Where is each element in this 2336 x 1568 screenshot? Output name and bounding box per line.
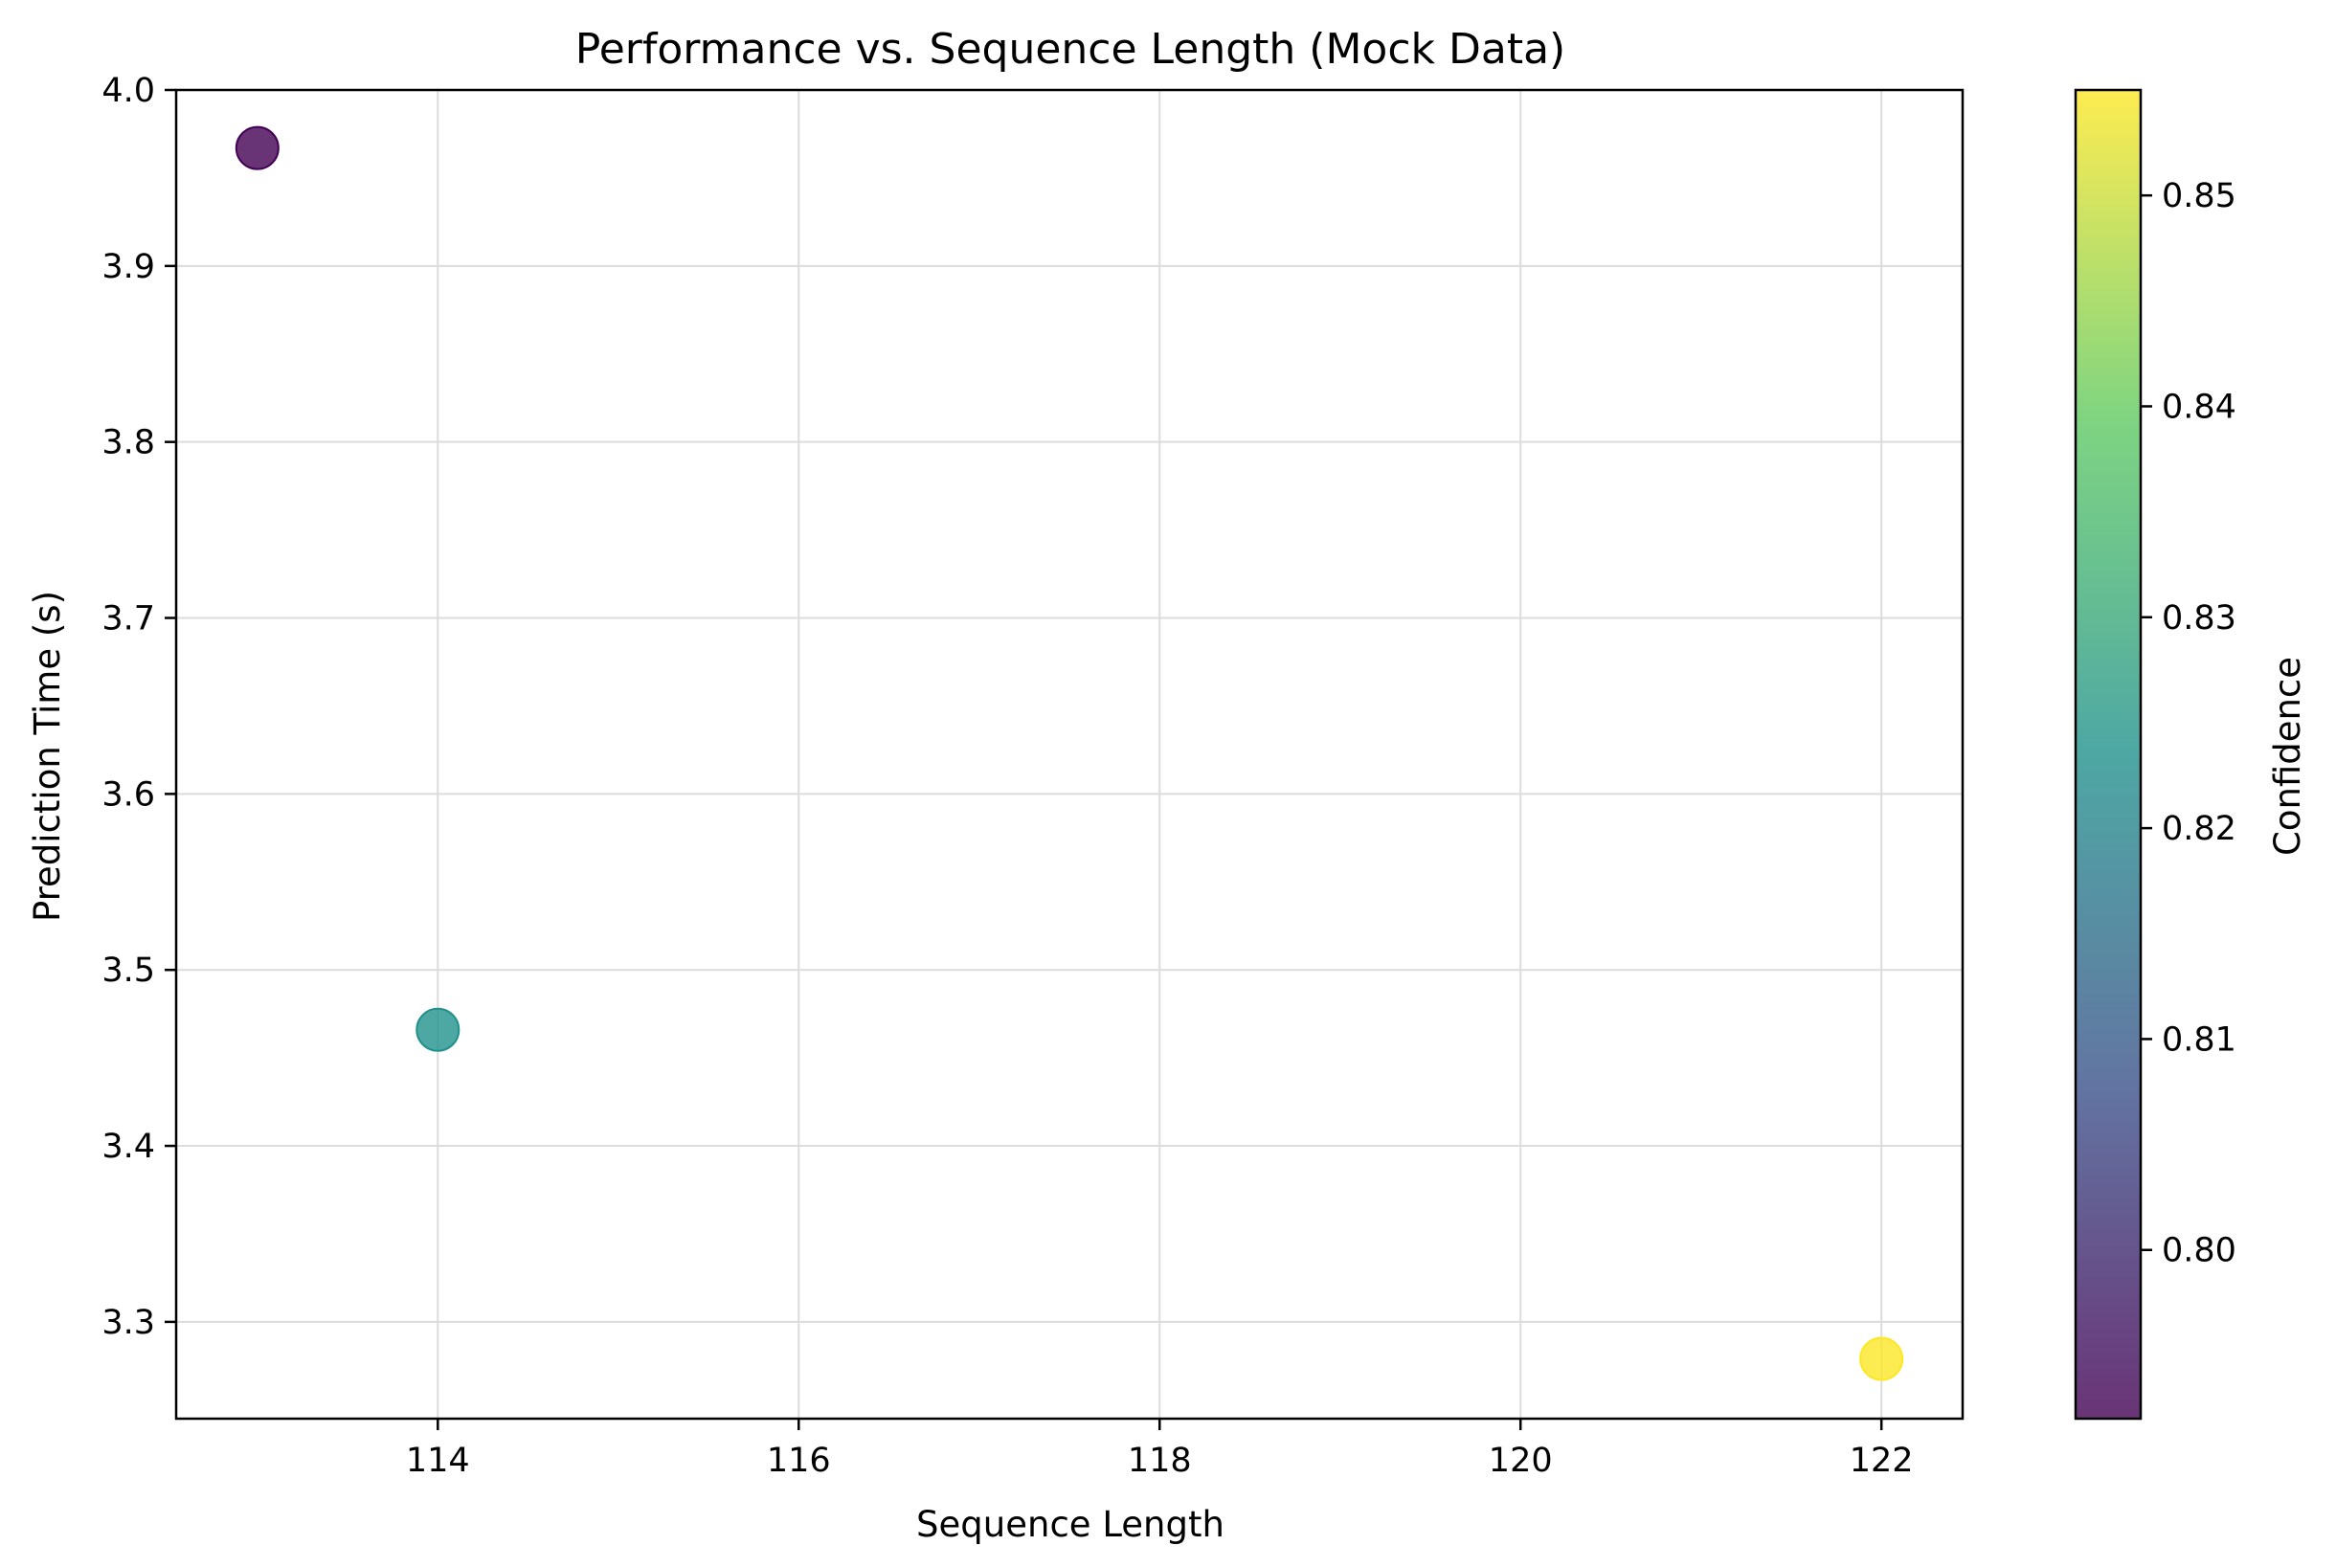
chart-title: Performance vs. Sequence Length (Mock Da… xyxy=(575,25,1565,74)
colorbar-title: Confidence xyxy=(2267,657,2308,856)
y-tick-label: 4.0 xyxy=(101,72,155,110)
y-tick-label: 3.3 xyxy=(101,1304,155,1342)
x-tick-label: 122 xyxy=(1850,1442,1914,1480)
y-tick-label: 3.5 xyxy=(101,952,155,990)
y-tick-label: 3.8 xyxy=(101,424,155,462)
colorbar-tick-label: 0.85 xyxy=(2162,177,2236,215)
data-point xyxy=(1859,1336,1904,1381)
x-axis-title: Sequence Length xyxy=(916,1504,1224,1545)
x-tick-label: 114 xyxy=(406,1442,470,1480)
x-tick-label: 120 xyxy=(1489,1442,1553,1480)
grid-layer xyxy=(176,89,1963,1419)
y-tick-label: 3.4 xyxy=(101,1128,155,1166)
y-tick-label: 3.9 xyxy=(101,248,155,286)
data-point xyxy=(416,1007,460,1052)
colorbar-tick-label: 0.80 xyxy=(2162,1232,2236,1270)
points-layer xyxy=(235,125,1904,1381)
colorbar-frame xyxy=(2074,88,2143,1421)
y-axis: 3.3 3.4 3.5 3.6 3.7 3.8 3.9 4.0 xyxy=(101,72,176,1342)
x-tick-label: 118 xyxy=(1128,1442,1192,1480)
y-tick-label: 3.7 xyxy=(101,600,155,638)
data-point xyxy=(235,125,280,170)
colorbar-gradient xyxy=(2076,90,2141,1419)
plot-frame xyxy=(174,88,1965,1421)
colorbar-tick-label: 0.83 xyxy=(2162,599,2236,638)
colorbar-tick-label: 0.82 xyxy=(2162,810,2236,848)
colorbar-ticks: 0.80 0.81 0.82 0.83 0.84 0.85 xyxy=(2141,177,2236,1270)
y-tick-label: 3.6 xyxy=(101,775,155,814)
x-axis: 114 116 118 120 122 xyxy=(406,1419,1914,1480)
y-axis-title: Prediction Time (s) xyxy=(27,591,68,922)
colorbar-tick-label: 0.81 xyxy=(2162,1020,2236,1059)
colorbar-tick-label: 0.84 xyxy=(2162,388,2236,426)
x-tick-label: 116 xyxy=(767,1442,831,1480)
colorbar: 0.80 0.81 0.82 0.83 0.84 0.85 Confidence xyxy=(2074,88,2308,1421)
